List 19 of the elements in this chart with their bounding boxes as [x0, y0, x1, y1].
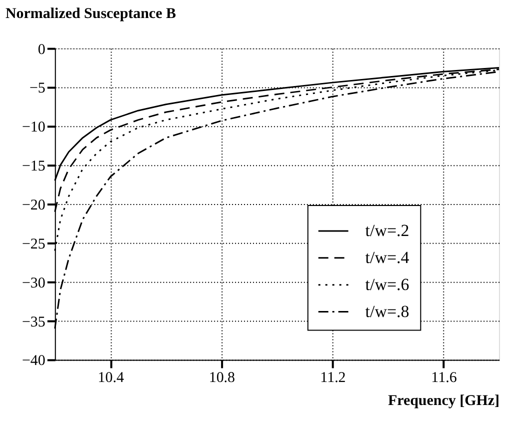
x-tick-label: 10.8: [208, 370, 236, 386]
x-tick-label: 11.6: [431, 370, 458, 386]
y-axis-title: Normalized Susceptance B: [5, 6, 176, 22]
y-tick-label: −30: [22, 275, 46, 292]
x-tick-label: 10.4: [98, 370, 125, 386]
y-tick-label: −20: [22, 197, 46, 214]
legend-label: t/w=.8: [365, 302, 410, 321]
legend-label: t/w=.6: [365, 274, 410, 294]
y-tick-label: −25: [22, 236, 46, 252]
y-tick-label: −5: [29, 80, 46, 97]
x-axis-title: Frequency [GHz]: [388, 393, 500, 410]
y-tick-label: −15: [22, 158, 46, 175]
y-tick-label: −40: [22, 353, 46, 370]
legend-label: t/w=.2: [365, 220, 410, 240]
legend-label: t/w=.4: [365, 248, 410, 267]
y-tick-label: −10: [22, 120, 46, 136]
y-tick-label: 0: [38, 42, 46, 58]
y-tick-label: −35: [22, 314, 46, 330]
x-tick-label: 11.2: [320, 370, 346, 386]
